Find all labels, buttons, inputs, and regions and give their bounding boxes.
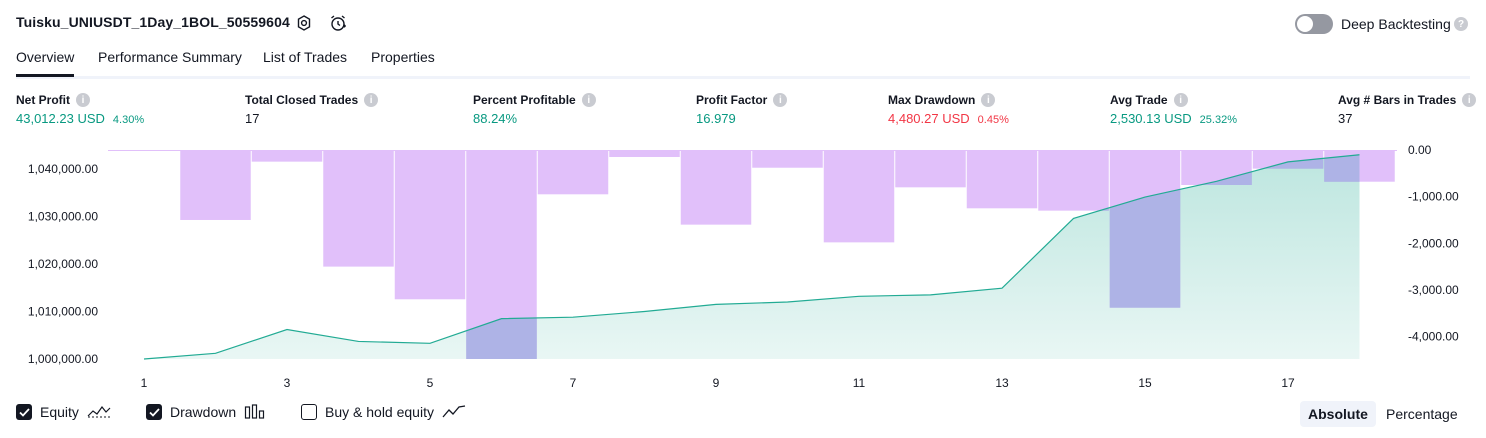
metric-total-closed-trades: Total Closed Trades i 17	[245, 93, 379, 126]
metric-profit-factor: Profit Factor i 16.979	[696, 93, 788, 126]
drawdown-bar	[609, 150, 680, 157]
left-axis-tick: 1,000,000.00	[28, 352, 98, 366]
metric-label: Total Closed Trades	[245, 93, 359, 107]
legend-buy-hold-equity[interactable]: Buy & hold equity	[301, 404, 466, 420]
metric-label: Max Drawdown	[888, 93, 976, 107]
metric-net-profit: Net Profit i 43,012.23 USD 4.30%	[16, 93, 144, 126]
buy-hold-checkbox[interactable]	[301, 404, 317, 420]
x-axis-tick: 17	[1281, 376, 1295, 390]
x-axis-tick: 3	[284, 376, 291, 390]
tabs-bar: Overview Performance Summary List of Tra…	[16, 44, 1470, 79]
x-axis-tick: 7	[570, 376, 577, 390]
metric-percent: 0.45%	[977, 114, 1009, 126]
metric-label: Avg # Bars in Trades	[1338, 93, 1457, 107]
metric-label: Profit Factor	[696, 93, 768, 107]
drawdown-bar	[394, 150, 466, 300]
x-axis-tick: 11	[853, 376, 866, 390]
drawdown-bar	[823, 150, 895, 243]
metric-avg-bars-in-trades: Avg # Bars in Trades i 37	[1338, 93, 1477, 126]
settings-gear-icon[interactable]	[293, 12, 315, 34]
legend-equity[interactable]: Equity	[16, 404, 111, 420]
x-axis-tick: 9	[713, 376, 720, 390]
strategy-title: Tuisku_UNIUSDT_1Day_1BOL_50559604	[16, 14, 290, 30]
x-axis-tick: 13	[995, 376, 1009, 390]
info-icon[interactable]: i	[981, 93, 996, 107]
buy-hold-line-icon	[442, 405, 466, 418]
left-axis-tick: 1,030,000.00	[28, 210, 98, 224]
drawdown-bar	[251, 150, 323, 162]
x-axis-tick: 5	[427, 376, 434, 390]
info-icon[interactable]: i	[581, 93, 596, 107]
right-axis-tick: -4,000.00	[1408, 330, 1459, 344]
info-icon[interactable]: i	[1173, 93, 1188, 107]
metric-percent-profitable: Percent Profitable i 88.24%	[473, 93, 596, 126]
metric-max-drawdown: Max Drawdown i 4,480.27 USD 0.45%	[888, 93, 1009, 126]
tab-overview[interactable]: Overview	[16, 49, 75, 77]
x-axis-tick: 15	[1138, 376, 1152, 390]
right-axis-tick: -1,000.00	[1408, 190, 1459, 204]
metric-value: 43,012.23 USD	[16, 111, 105, 126]
metric-label: Percent Profitable	[473, 93, 576, 107]
deep-backtesting-toggle[interactable]	[1295, 14, 1333, 34]
metric-label: Avg Trade	[1110, 93, 1168, 107]
x-axis-tick: 1	[141, 376, 148, 390]
drawdown-bar	[180, 150, 251, 220]
tab-performance-summary[interactable]: Performance Summary	[98, 49, 242, 65]
drawdown-bar	[966, 150, 1038, 209]
equity-line-icon	[87, 406, 111, 418]
metric-value: 88.24%	[473, 111, 518, 126]
left-axis-tick: 1,020,000.00	[28, 257, 98, 271]
right-axis-tick: 0.00	[1408, 143, 1432, 157]
drawdown-overlap	[1324, 154, 1360, 182]
legend-label: Equity	[40, 404, 79, 420]
legend-drawdown[interactable]: Drawdown	[146, 404, 266, 420]
metric-value: 4,480.27 USD	[888, 111, 970, 126]
legend-label: Drawdown	[170, 404, 237, 420]
toggle-knob	[1297, 16, 1313, 32]
metric-percent: 4.30%	[112, 114, 145, 126]
metric-avg-trade: Avg Trade i 2,530.13 USD 25.32%	[1110, 93, 1237, 126]
alert-clock-icon[interactable]	[327, 12, 349, 34]
equity-drawdown-chart[interactable]: 1,000,000.00 1,010,000.00 1,020,000.00 1,03…	[0, 140, 1486, 395]
equity-line	[143, 154, 1360, 360]
drawdown-bar	[752, 150, 823, 168]
info-icon[interactable]: i	[364, 93, 379, 107]
right-axis-tick: -2,000.00	[1408, 236, 1459, 250]
info-icon[interactable]: i	[1462, 93, 1477, 107]
legend-label: Buy & hold equity	[325, 404, 434, 420]
drawdown-checkbox[interactable]	[146, 404, 162, 420]
drawdown-bar	[323, 150, 394, 267]
metric-label: Net Profit	[16, 93, 70, 107]
metric-percent: 25.32%	[1199, 114, 1237, 126]
equity-checkbox[interactable]	[16, 404, 32, 420]
metric-value: 16.979	[696, 111, 736, 126]
metric-value: 2,530.13 USD	[1110, 111, 1192, 126]
help-icon[interactable]: ?	[1454, 17, 1468, 31]
left-axis-tick: 1,010,000.00	[28, 305, 98, 319]
drawdown-bar	[895, 150, 966, 188]
right-axis-tick: -3,000.00	[1408, 283, 1459, 297]
metric-value: 17	[245, 111, 260, 126]
info-icon[interactable]: i	[773, 93, 788, 107]
drawdown-bar	[680, 150, 752, 225]
tab-properties[interactable]: Properties	[371, 49, 435, 65]
metric-value: 37	[1338, 111, 1353, 126]
absolute-toggle[interactable]: Absolute	[1300, 401, 1376, 427]
equity-area	[144, 154, 1360, 359]
drawdown-bar	[537, 150, 609, 195]
deep-backtesting-label: Deep Backtesting	[1341, 16, 1451, 32]
left-axis-tick: 1,040,000.00	[28, 162, 98, 176]
info-icon[interactable]: i	[76, 93, 90, 107]
percentage-toggle[interactable]: Percentage	[1386, 406, 1458, 422]
drawdown-bars-icon	[245, 404, 265, 419]
tab-list-of-trades[interactable]: List of Trades	[263, 49, 348, 65]
drawdown-bar	[1038, 150, 1109, 211]
